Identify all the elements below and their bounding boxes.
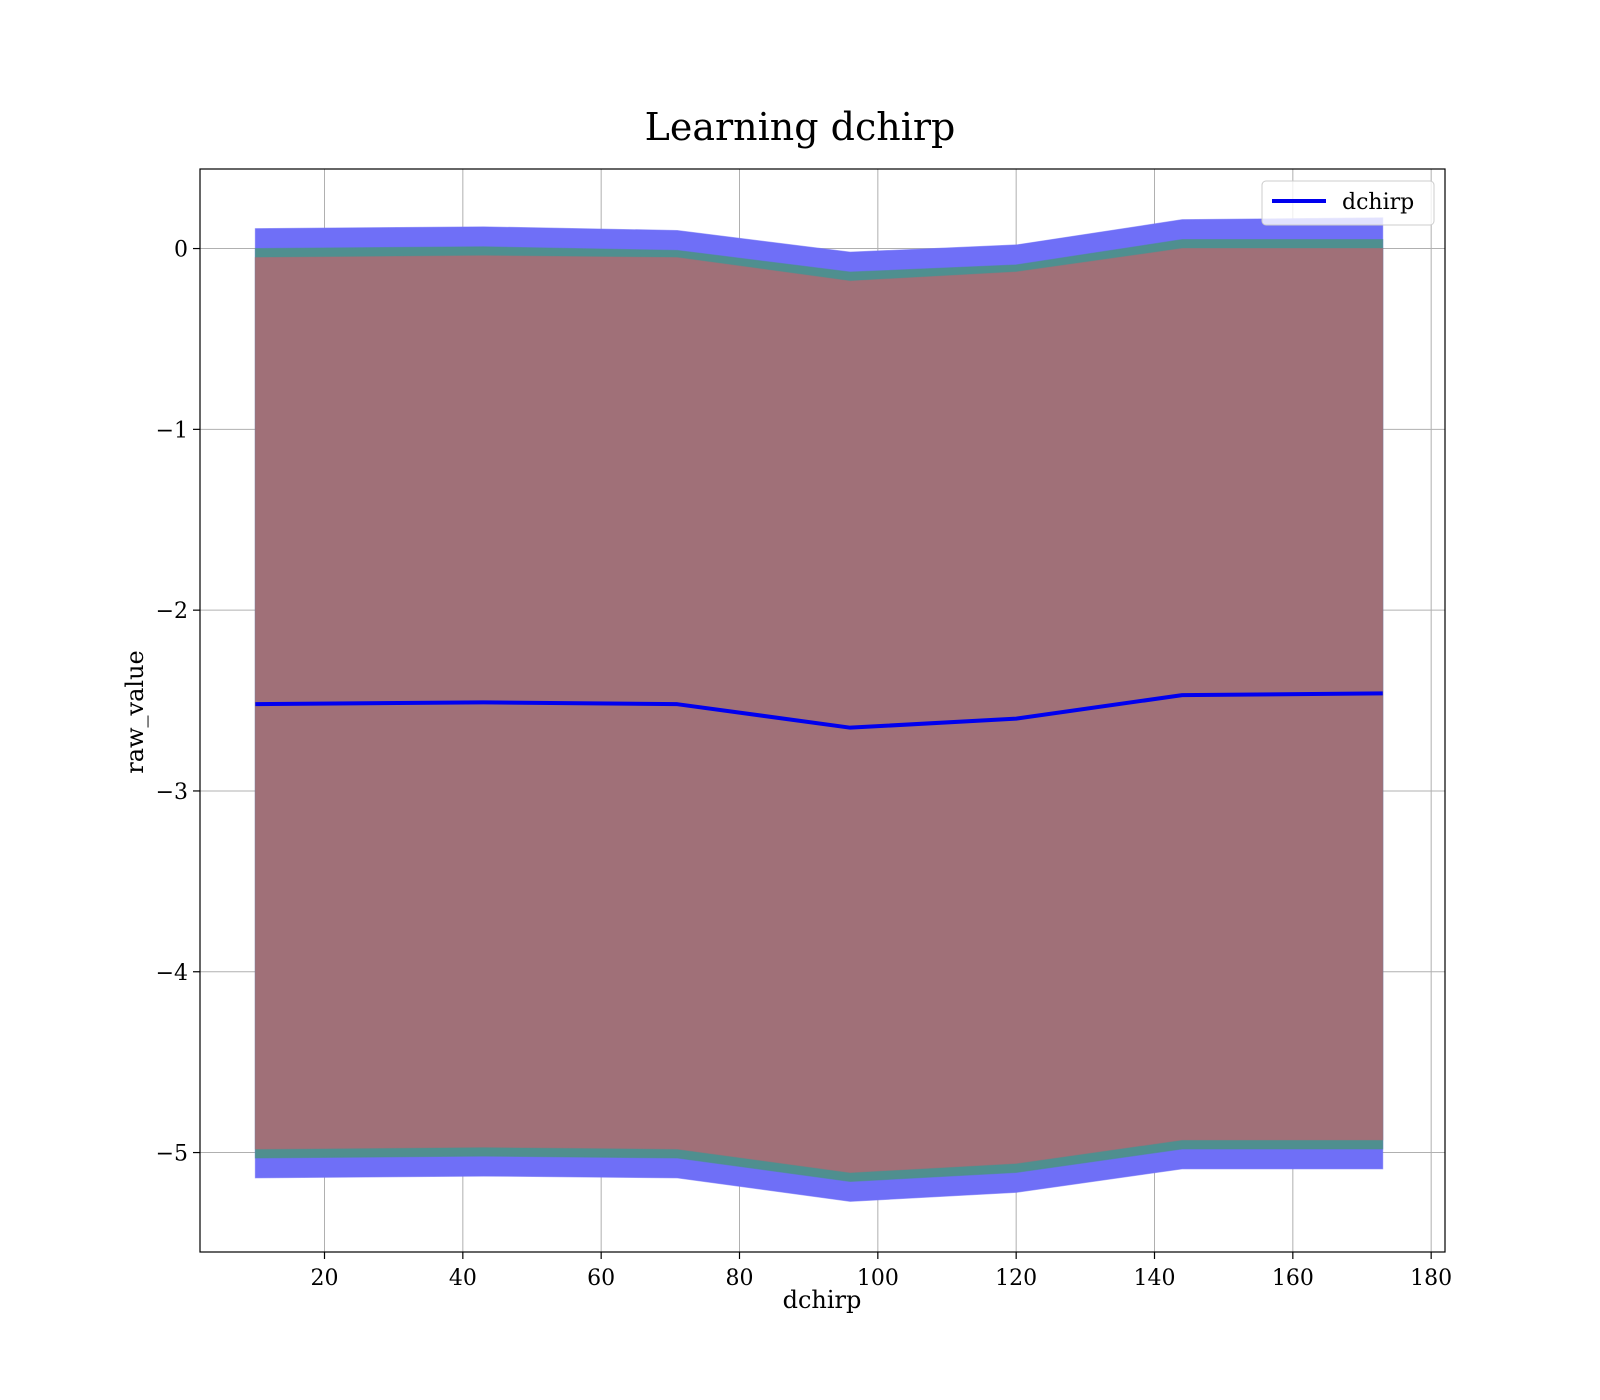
x-tick-label: 160 [1272,1266,1314,1291]
y-tick-label: −4 [156,961,188,986]
x-tick-label: 80 [726,1266,754,1291]
x-tick-label: 20 [311,1266,339,1291]
series-lines [255,691,1383,730]
legend-box [1261,180,1435,226]
legend-label-dchirp: dchirp [1342,190,1414,215]
confidence-bands [254,217,1384,1202]
y-tick-label: −5 [156,1142,188,1167]
y-tick-label: −2 [156,599,188,624]
x-tick-label: 140 [1134,1266,1176,1291]
legend: dchirp [1261,180,1435,226]
x-tick-label: 40 [449,1266,477,1291]
y-tick-label: −1 [156,418,188,443]
y-axis-label: raw_value [121,650,149,774]
series-line-dchirp [255,691,1383,730]
chart-title: Learning dchirp [645,105,956,149]
x-axis-ticks: 20 40 60 80 100 120 140 160 180 [311,1252,1452,1291]
x-tick-label: 100 [857,1266,899,1291]
x-tick-label: 120 [995,1266,1037,1291]
plot-frame [199,168,1446,1253]
band-inner [254,248,1384,1173]
y-axis-ticks: 0 −1 −2 −3 −4 −5 [156,238,200,1167]
x-axis-label: dchirp [783,1286,862,1314]
y-tick-label: −3 [156,780,188,805]
x-tick-label: 60 [587,1266,615,1291]
y-tick-label: 0 [174,238,188,263]
x-tick-label: 180 [1410,1266,1452,1291]
